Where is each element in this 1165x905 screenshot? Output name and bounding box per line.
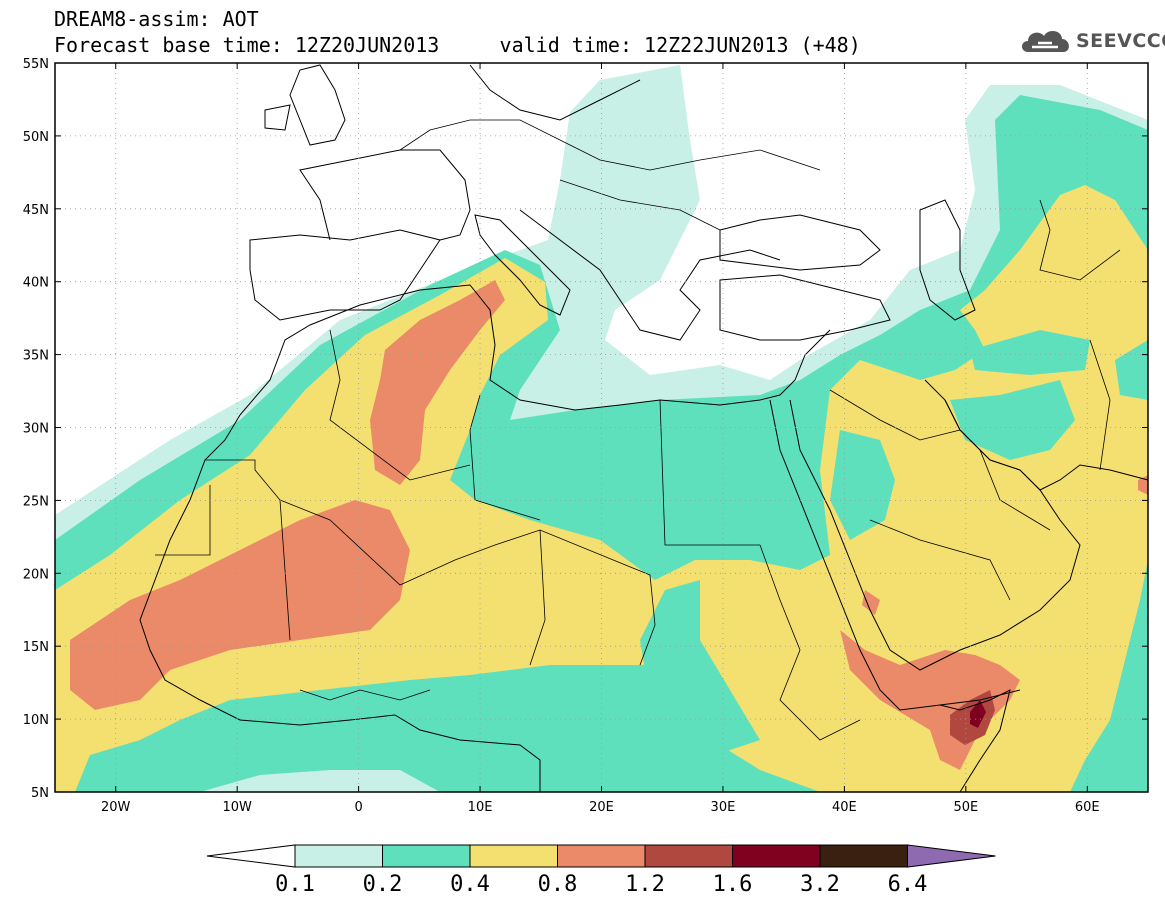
coastline-gulf-of-guinea bbox=[394, 714, 541, 792]
coastline-scandinavia bbox=[469, 64, 641, 121]
aot-contour-0.2-patch bbox=[970, 330, 1090, 375]
lat-tick-label: 15N bbox=[23, 640, 49, 655]
colorbar-label: 6.4 bbox=[888, 872, 928, 897]
border bbox=[829, 389, 961, 441]
coastlines bbox=[139, 64, 1148, 792]
coastline-west-africa bbox=[139, 414, 396, 726]
aot-contour-0.4 bbox=[55, 185, 1148, 792]
latitude-ticks: 5N 10N 15N 20N 25N 30N 35N 40N 45N 50N 55N bbox=[23, 57, 1148, 801]
valid-time: valid time: 12Z22JUN2013 (+48) bbox=[499, 33, 861, 57]
aot-contour-0.8 bbox=[370, 280, 505, 485]
lat-tick-label: 20N bbox=[23, 567, 49, 582]
coastline-caspian bbox=[919, 199, 976, 321]
coastline-black-sea bbox=[719, 214, 881, 271]
colorbar: 0.1 0.2 0.4 0.8 1.2 1.6 3.2 6.4 bbox=[206, 844, 996, 897]
lon-tick-label: 40E bbox=[832, 800, 857, 815]
lon-tick-label: 30E bbox=[711, 800, 736, 815]
colorbar-label: 0.2 bbox=[363, 872, 403, 897]
aot-contour-0.2-patch bbox=[950, 380, 1075, 460]
colorbar-over-arrow bbox=[907, 844, 996, 868]
border bbox=[1039, 199, 1121, 281]
logo-text: SEEVCCC bbox=[1076, 30, 1165, 52]
aot-contour-0.2-patch bbox=[830, 430, 895, 540]
aot-contour-0.8 bbox=[1138, 475, 1148, 495]
colorbar-cell bbox=[382, 844, 471, 868]
lat-tick-label: 5N bbox=[31, 786, 49, 801]
colorbar-under-arrow bbox=[206, 844, 296, 868]
lat-tick-label: 55N bbox=[23, 57, 49, 72]
lon-tick-label: 20E bbox=[589, 800, 614, 815]
coastline-france bbox=[299, 149, 471, 241]
border bbox=[205, 459, 291, 641]
aot-contour-0.8 bbox=[862, 590, 880, 615]
colorbar-cell bbox=[644, 844, 733, 868]
colorbar-cell bbox=[469, 844, 558, 868]
aot-contour-1.6 bbox=[970, 700, 986, 728]
colorbar-cell bbox=[294, 844, 383, 868]
colorbar-label: 0.4 bbox=[450, 872, 490, 897]
coastline-red-sea bbox=[769, 399, 1021, 711]
country-borders bbox=[155, 119, 1121, 741]
aot-contour-0.8 bbox=[70, 500, 410, 710]
coastline-north-africa bbox=[239, 284, 781, 416]
lat-tick-label: 50N bbox=[23, 130, 49, 145]
cloud-icon bbox=[1022, 30, 1069, 52]
lat-tick-label: 45N bbox=[23, 203, 49, 218]
colorbar-cell bbox=[732, 844, 821, 868]
border bbox=[329, 329, 471, 481]
colorbar-label: 3.2 bbox=[800, 872, 840, 897]
coastline-turkey bbox=[719, 274, 891, 341]
coastline-britain bbox=[264, 64, 346, 146]
aot-contour-0.2-patch bbox=[640, 580, 760, 760]
longitude-ticks: 20W 10W 0 10E 20E 30E 40E 50E 60E bbox=[101, 63, 1100, 815]
colorbar-label: 1.6 bbox=[713, 872, 753, 897]
base-time: Forecast base time: 12Z20JUN2013 bbox=[54, 33, 440, 57]
border bbox=[959, 429, 1051, 531]
lon-tick-label: 20W bbox=[101, 800, 131, 815]
border bbox=[559, 179, 721, 231]
colorbar-label: 1.2 bbox=[625, 872, 665, 897]
border bbox=[559, 139, 821, 171]
lat-tick-label: 40N bbox=[23, 276, 49, 291]
lon-tick-label: 10W bbox=[222, 800, 252, 815]
lat-tick-label: 25N bbox=[23, 494, 49, 509]
border bbox=[469, 394, 541, 521]
lon-tick-label: 60E bbox=[1075, 800, 1100, 815]
border bbox=[279, 499, 656, 666]
lon-tick-label: 50E bbox=[953, 800, 978, 815]
colorbar-cell bbox=[557, 844, 646, 868]
aot-contour-0.2-patch bbox=[1115, 340, 1148, 400]
lon-tick-label: 10E bbox=[468, 800, 493, 815]
border bbox=[399, 119, 561, 151]
coastline-italy bbox=[474, 214, 571, 316]
lat-tick-label: 10N bbox=[23, 713, 49, 728]
colorbar-cell bbox=[819, 844, 908, 868]
coastline-balkans bbox=[519, 209, 781, 341]
border bbox=[759, 544, 861, 741]
coastline-iberia bbox=[249, 229, 441, 321]
colorbar-label: 0.1 bbox=[275, 872, 315, 897]
border bbox=[529, 529, 546, 666]
lon-tick-label: 0 bbox=[354, 800, 362, 815]
border bbox=[869, 519, 1011, 601]
border bbox=[299, 689, 431, 701]
map-title: DREAM8-assim: AOT bbox=[54, 7, 259, 31]
map-subtitle: Forecast base time: 12Z20JUN2013 valid t… bbox=[54, 34, 861, 56]
border bbox=[1089, 339, 1111, 471]
coastline-horn-of-africa bbox=[939, 689, 1011, 792]
border bbox=[659, 399, 760, 546]
border bbox=[155, 485, 211, 556]
lat-tick-label: 30N bbox=[23, 422, 49, 437]
lat-tick-label: 35N bbox=[23, 349, 49, 364]
colorbar-label: 0.8 bbox=[538, 872, 578, 897]
